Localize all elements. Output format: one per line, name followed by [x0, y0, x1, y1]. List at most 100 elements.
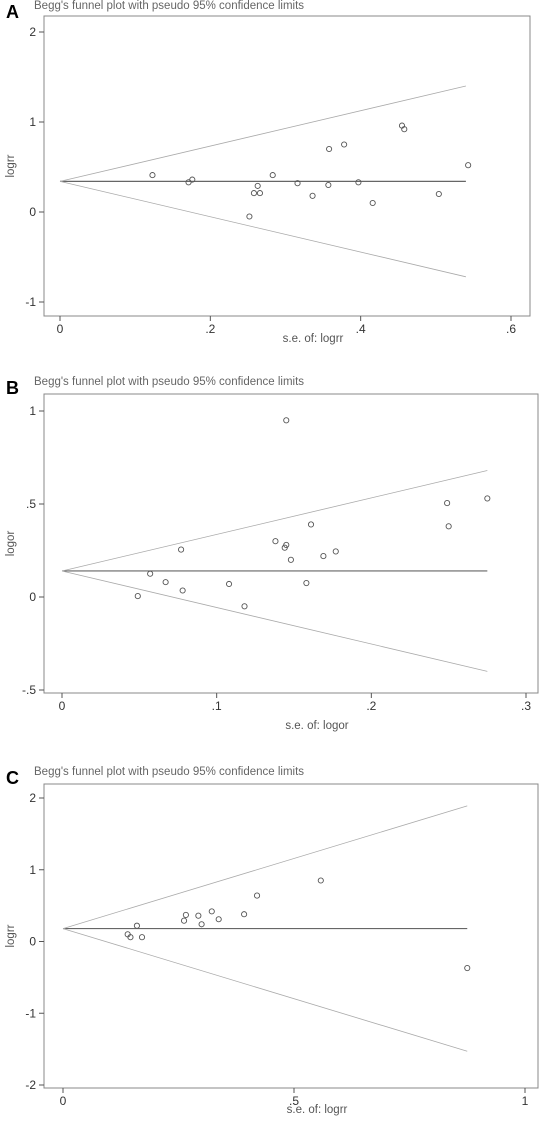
x-axis-label: s.e. of: logrr: [287, 1104, 348, 1116]
study-point: [241, 603, 248, 610]
study-point: [272, 538, 279, 545]
study-point: [307, 521, 315, 528]
y-axis-label: logor: [5, 531, 17, 557]
study-point: [283, 541, 290, 548]
study-point: [445, 523, 452, 530]
study-point: [250, 190, 257, 197]
study-point: [138, 934, 146, 941]
study-point: [147, 570, 154, 577]
y-tick-label: -2: [25, 1078, 36, 1092]
study-point: [369, 199, 376, 207]
study-point: [127, 934, 134, 941]
study-point: [325, 181, 332, 189]
study-point: [189, 176, 196, 183]
study-point: [241, 911, 248, 918]
panel-letter: A: [6, 2, 19, 22]
upper-confidence-limit: [61, 470, 488, 572]
study-point: [435, 190, 442, 198]
plot-frame: [43, 783, 539, 1089]
study-point: [401, 126, 408, 133]
funnel-plot-panel-a: A Begg's funnel plot with pseudo 95% con…: [0, 0, 540, 360]
x-tick-label: .2: [366, 699, 376, 713]
study-point: [180, 917, 188, 924]
x-tick-label: 1: [522, 1094, 529, 1108]
lower-confidence-limit: [62, 928, 468, 1052]
funnel-plot-b: -.5 0 .5 1 0 .1 .2 .3 s.e. of: logor logor: [5, 393, 539, 732]
study-point: [134, 593, 141, 600]
study-point: [253, 892, 261, 899]
study-point: [355, 179, 362, 186]
study-point: [256, 190, 263, 197]
study-point: [162, 579, 169, 586]
study-point: [326, 145, 333, 153]
study-point: [464, 964, 471, 972]
x-axis-label: s.e. of: logrr: [283, 333, 344, 345]
study-point: [208, 908, 215, 915]
y-tick-label: 1: [29, 115, 36, 129]
study-point: [149, 172, 156, 179]
study-point: [317, 877, 324, 884]
chart-title: Begg's funnel plot with pseudo 95% confi…: [34, 766, 305, 778]
study-point: [283, 417, 290, 424]
study-point: [198, 921, 205, 928]
x-tick-label: .3: [521, 699, 531, 713]
x-axis-label: s.e. of: logor: [285, 720, 348, 732]
x-tick-label: .6: [506, 322, 516, 336]
y-tick-label: -1: [25, 295, 36, 309]
study-point: [320, 553, 327, 560]
funnel-plot-panel-b: B Begg's funnel plot with pseudo 95% con…: [0, 376, 540, 736]
study-point: [179, 587, 186, 594]
y-tick-label: 0: [29, 935, 36, 949]
x-tick-label: .4: [356, 322, 366, 336]
upper-confidence-limit: [62, 805, 468, 929]
x-tick-label: .5: [289, 1094, 299, 1108]
study-point: [178, 546, 185, 553]
funnel-plot-c: -2 -1 0 1 2 0 .5 1 s.e. of: logrr logrr: [5, 783, 539, 1116]
study-point: [332, 548, 339, 555]
study-point: [303, 579, 310, 587]
x-tick-label: 0: [60, 1094, 67, 1108]
study-point: [254, 182, 261, 189]
lower-confidence-limit: [61, 570, 488, 672]
y-axis-label: logrr: [5, 154, 17, 177]
funnel-plot-a: -1 0 1 2 0 .2 .4 .6 s.e. of: logrr logrr: [5, 15, 531, 345]
chart-title: Begg's funnel plot with pseudo 95% confi…: [34, 0, 305, 12]
study-point: [185, 179, 192, 186]
y-tick-label: -1: [25, 1006, 36, 1020]
panel-letter: B: [6, 378, 19, 398]
study-point: [309, 192, 316, 199]
y-tick-label: -.5: [22, 683, 36, 697]
y-tick-label: 0: [29, 590, 36, 604]
lower-confidence-limit: [59, 181, 466, 278]
panel-letter: C: [6, 768, 19, 788]
study-point: [195, 912, 202, 919]
y-tick-label: 1: [29, 404, 36, 418]
upper-confidence-limit: [59, 85, 466, 182]
y-tick-label: .5: [26, 497, 36, 511]
study-point: [465, 162, 472, 169]
funnel-plot-panel-c: C Begg's funnel plot with pseudo 95% con…: [0, 766, 540, 1124]
study-point: [294, 180, 301, 187]
plot-frame: [43, 15, 531, 317]
x-tick-label: .1: [212, 699, 222, 713]
study-point: [246, 213, 253, 220]
study-point: [225, 580, 233, 588]
y-tick-label: 2: [29, 25, 36, 39]
study-point: [133, 922, 140, 929]
study-point: [484, 495, 491, 502]
chart-title: Begg's funnel plot with pseudo 95% confi…: [34, 376, 305, 388]
x-tick-label: .2: [205, 322, 215, 336]
plot-frame: [43, 393, 539, 694]
study-point: [182, 911, 189, 919]
study-point: [341, 141, 348, 148]
study-point: [287, 556, 294, 563]
x-tick-label: 0: [59, 699, 66, 713]
study-point: [269, 172, 276, 179]
study-point: [215, 916, 222, 923]
study-point: [444, 500, 451, 507]
y-tick-label: 0: [29, 205, 36, 219]
y-tick-label: 1: [29, 863, 36, 877]
y-axis-label: logrr: [5, 924, 17, 947]
y-tick-label: 2: [29, 791, 36, 805]
x-tick-label: 0: [57, 322, 64, 336]
